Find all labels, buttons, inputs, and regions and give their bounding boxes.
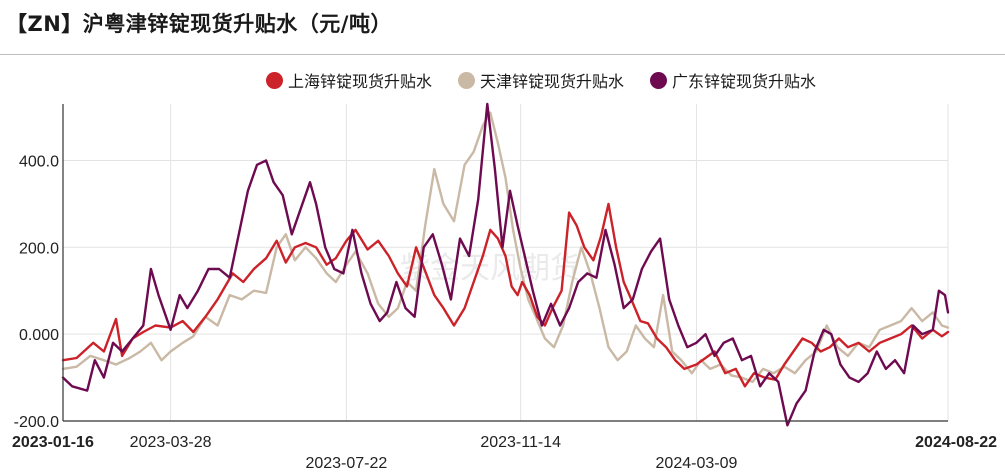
y-axis-ticks: 400.0 200.0 0.000 -200.0: [14, 153, 59, 431]
legend-item-shanghai[interactable]: 上海锌锭现货升贴水: [266, 68, 432, 92]
series-line-tianjin: [61, 111, 950, 384]
x-axis-ticks: 2023-01-16 2023-03-28 2023-07-22 2023-11-14…: [12, 434, 997, 472]
legend-marker-guangdong: [650, 71, 668, 89]
legend: 上海锌锭现货升贴水 天津锌锭现货升贴水 广东锌锭现货升贴水: [266, 68, 816, 92]
y-tick-label: 0.000: [19, 327, 59, 344]
legend-label-tianjin: 天津锌锭现货升贴水: [480, 72, 625, 91]
x-tick-label: 2023-01-16: [12, 434, 94, 451]
series-layer: [61, 102, 950, 427]
chart-title: 【ZN】沪粤津锌锭现货升贴水（元/吨）: [6, 12, 392, 36]
x-tick-label: 2023-03-28: [130, 434, 212, 451]
y-tick-label: 400.0: [19, 153, 59, 170]
legend-item-guangdong[interactable]: 广东锌锭现货升贴水: [650, 68, 816, 92]
series-line-guangdong: [61, 102, 950, 427]
legend-label-shanghai: 上海锌锭现货升贴水: [288, 72, 433, 91]
x-tick-label: 2023-11-14: [480, 434, 561, 451]
legend-label-guangdong: 广东锌锭现货升贴水: [672, 72, 817, 91]
x-tick-label: 2024-03-09: [656, 455, 738, 472]
legend-item-tianjin[interactable]: 天津锌锭现货升贴水: [458, 68, 624, 92]
x-tick-label: 2024-08-22: [915, 434, 997, 451]
axes: [62, 104, 948, 422]
title-divider: [0, 54, 1005, 55]
y-tick-label: -200.0: [14, 414, 59, 431]
watermark: 紫金天风期货: [400, 251, 580, 286]
legend-marker-shanghai: [266, 71, 283, 89]
x-tick-label: 2023-07-22: [305, 455, 387, 472]
series-line-shanghai: [61, 202, 950, 388]
legend-marker-tianjin: [458, 71, 476, 89]
y-tick-label: 200.0: [19, 240, 59, 257]
